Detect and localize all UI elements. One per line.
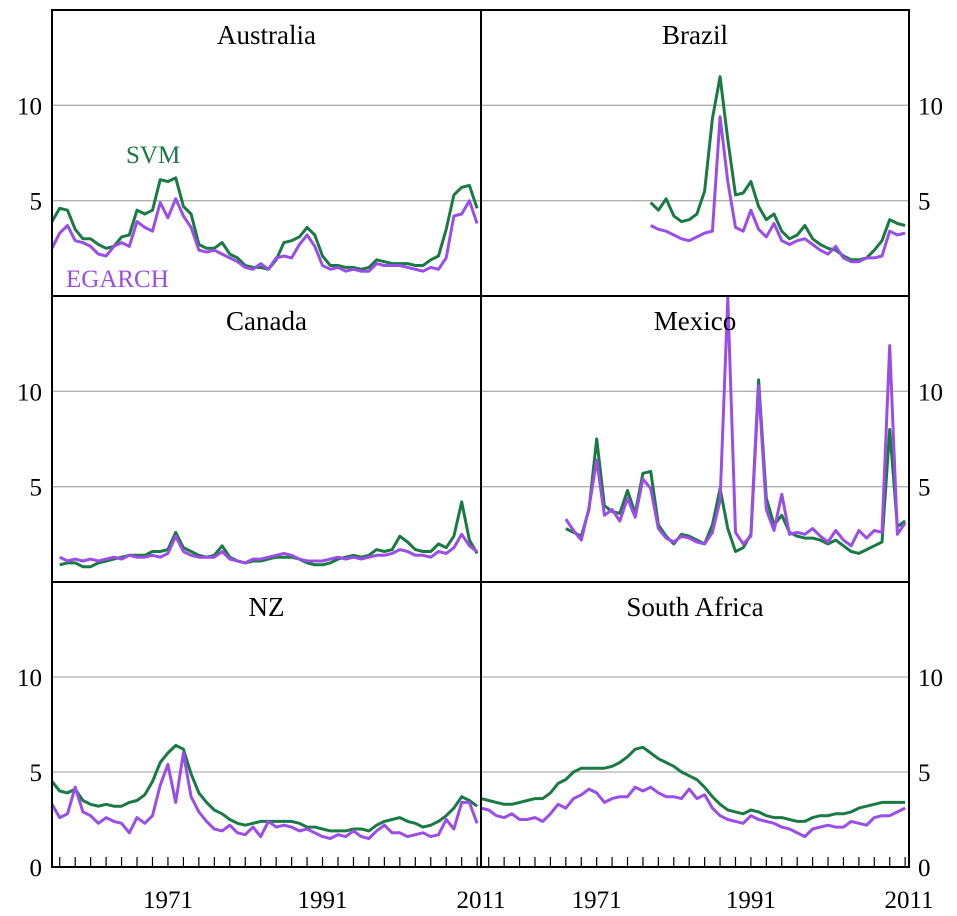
y-tick-right-r2-5: 5 [918,475,931,502]
x-tick-label-c2-1991: 1991 [726,887,776,914]
y-tick-right-r1-5: 5 [918,189,931,216]
panel-title-south-africa: South Africa [626,592,763,622]
y-tick-left-r3-10: 10 [17,665,42,692]
x-tick-label-c1-2011: 2011 [456,887,505,914]
y-tick-right-r2-10: 10 [918,379,943,406]
frame-layer [51,9,910,868]
y-tick-left-r3-5: 5 [30,760,43,787]
panel-brazil: Brazil [481,20,909,264]
y-tick-right-r3-5: 5 [918,760,931,787]
panel-title-australia: Australia [217,20,316,50]
x-tick-label-c2-2011: 2011 [884,887,933,914]
egarch-line-brazil [650,115,906,264]
panel-canada: Canada [52,306,481,569]
svm-line-mexico [565,378,906,555]
y-tick-right-r1-10: 10 [918,93,943,120]
svm-line-nz [50,743,478,833]
panel-title-canada: Canada [226,306,307,336]
panel-south-africa: South Africa [480,592,909,839]
x-tick-label-c2-1971: 1971 [572,887,622,914]
y-tick-left-r1-10: 10 [17,93,42,120]
y-tick-left-r2-5: 5 [30,475,43,502]
egarch-series-label: EGARCH [66,266,169,293]
egarch-line-australia [50,197,479,273]
panel-title-nz: NZ [249,592,285,622]
egarch-line-canada [59,532,478,565]
y-tick-right-r3-0: 0 [918,855,931,882]
y-tick-left-r2-10: 10 [17,379,42,406]
axis-layer: 10 5 10 5 10 5 10 5 10 5 0 10 5 0 1971 1991 2011 1971 1991… [17,93,943,914]
svm-line-australia [50,176,479,271]
y-tick-right-r3-10: 10 [918,665,943,692]
panel-title-mexico: Mexico [654,306,736,336]
y-tick-left-r1-5: 5 [30,189,43,216]
panels-layer: Australia Brazil Canada Mexico NZ South Afric… [50,20,909,840]
egarch-line-nz [50,751,479,840]
panel-australia: Australia [50,20,481,273]
panel-mexico: Mexico [481,296,909,555]
egarch-line-south-africa [480,785,906,839]
x-tick-label-c1-1991: 1991 [298,887,348,914]
egarch-line-mexico [564,296,907,548]
y-tick-left-r3-0: 0 [30,855,43,882]
label-layer: SVM EGARCH [66,142,180,293]
x-tick-label-c1-1971: 1971 [143,887,193,914]
svm-series-label: SVM [126,142,180,169]
panel-title-brazil: Brazil [662,20,728,50]
svm-line-south-africa [480,745,906,823]
panel-nz: NZ [50,592,481,840]
